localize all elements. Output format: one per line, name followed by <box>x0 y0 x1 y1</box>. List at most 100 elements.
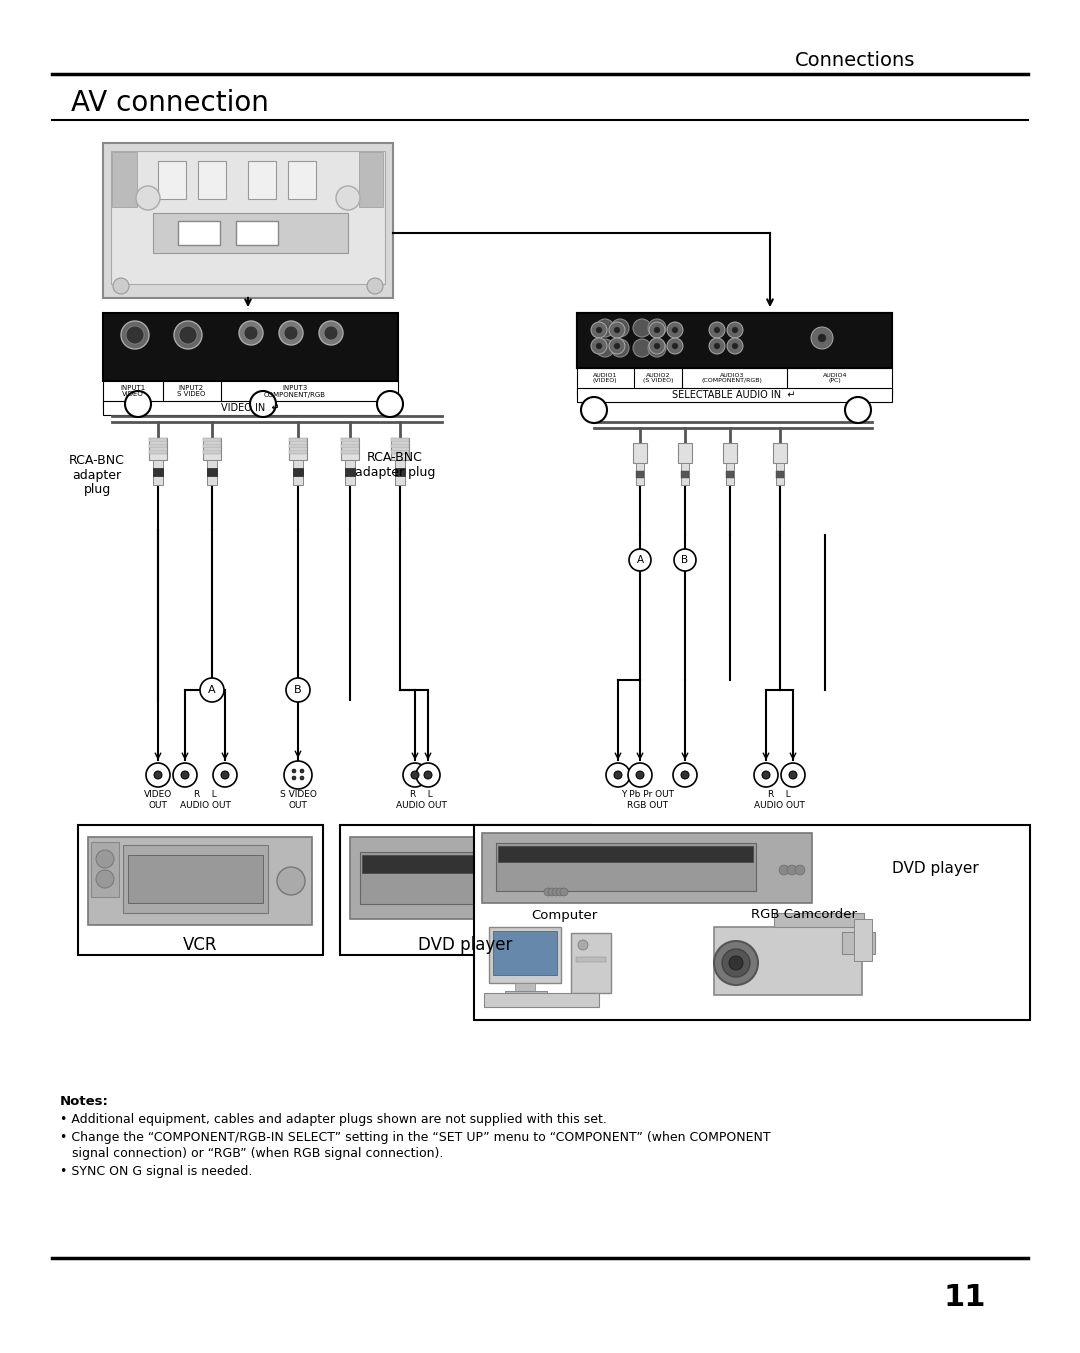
Circle shape <box>596 327 602 333</box>
Circle shape <box>548 888 556 896</box>
Text: DVD player: DVD player <box>892 861 978 875</box>
Circle shape <box>173 763 197 787</box>
Circle shape <box>200 678 224 702</box>
Text: AUDIO2
(S VIDEO): AUDIO2 (S VIDEO) <box>643 372 673 383</box>
Text: AUDIO4
(PC): AUDIO4 (PC) <box>823 372 847 383</box>
Bar <box>636 471 644 478</box>
Bar <box>681 471 689 478</box>
Bar <box>496 843 756 892</box>
Bar <box>576 957 606 962</box>
Circle shape <box>754 763 778 787</box>
Circle shape <box>789 771 797 779</box>
Bar <box>577 313 892 368</box>
Bar <box>571 934 611 993</box>
Bar <box>341 438 359 442</box>
Bar <box>289 444 307 448</box>
Circle shape <box>596 340 615 357</box>
Bar <box>362 855 532 873</box>
Circle shape <box>154 771 162 779</box>
Circle shape <box>136 185 160 210</box>
Bar <box>103 143 393 298</box>
Circle shape <box>239 321 264 345</box>
Circle shape <box>552 888 561 896</box>
Circle shape <box>818 334 826 342</box>
Bar <box>103 400 399 415</box>
Bar <box>203 451 221 455</box>
Bar <box>577 368 892 396</box>
Circle shape <box>424 771 432 779</box>
Text: Connections: Connections <box>795 50 915 69</box>
Bar <box>103 313 399 382</box>
Circle shape <box>292 777 296 779</box>
Bar <box>91 842 119 897</box>
Circle shape <box>674 549 696 571</box>
Circle shape <box>125 391 151 417</box>
Text: Y Pb Pr OUT
RGB OUT: Y Pb Pr OUT RGB OUT <box>621 790 675 809</box>
Circle shape <box>649 338 665 354</box>
Bar <box>203 444 221 448</box>
Circle shape <box>300 777 303 779</box>
Circle shape <box>181 771 189 779</box>
Circle shape <box>673 763 697 787</box>
Circle shape <box>578 940 588 950</box>
Text: RCA-BNC
adapter
plug: RCA-BNC adapter plug <box>69 453 125 497</box>
Text: VCR: VCR <box>183 936 217 954</box>
Text: B: B <box>681 555 689 566</box>
Circle shape <box>787 865 797 875</box>
Bar <box>391 451 409 455</box>
Circle shape <box>300 769 303 773</box>
Text: A: A <box>208 685 216 695</box>
Circle shape <box>319 321 343 345</box>
Bar <box>345 468 355 476</box>
Bar <box>103 382 399 409</box>
Bar <box>678 442 692 463</box>
Bar <box>395 468 405 476</box>
Text: R    L
AUDIO OUT: R L AUDIO OUT <box>179 790 230 809</box>
Circle shape <box>276 867 305 894</box>
Circle shape <box>121 321 149 349</box>
Circle shape <box>723 948 750 977</box>
Circle shape <box>279 321 303 345</box>
Bar <box>395 460 405 484</box>
Circle shape <box>179 326 197 344</box>
Circle shape <box>727 338 743 354</box>
Bar <box>777 471 784 478</box>
Bar <box>207 460 217 484</box>
Bar <box>774 913 864 927</box>
Circle shape <box>648 319 666 337</box>
Bar <box>773 442 787 463</box>
Circle shape <box>596 344 602 349</box>
Bar <box>515 984 535 993</box>
Text: VIDEO
OUT: VIDEO OUT <box>144 790 172 809</box>
Circle shape <box>596 319 615 337</box>
Bar <box>203 438 221 442</box>
Circle shape <box>284 760 312 789</box>
Text: INPUT1
VIDEO: INPUT1 VIDEO <box>120 384 146 398</box>
Circle shape <box>627 763 652 787</box>
Text: AV connection: AV connection <box>71 89 269 116</box>
Circle shape <box>336 185 360 210</box>
Circle shape <box>672 327 678 333</box>
Bar <box>289 438 307 442</box>
Bar <box>248 161 276 199</box>
Circle shape <box>633 319 651 337</box>
Circle shape <box>781 763 805 787</box>
Bar <box>341 451 359 455</box>
Text: DVD player: DVD player <box>418 936 512 954</box>
Bar <box>498 846 753 862</box>
Text: RGB Camcorder: RGB Camcorder <box>751 908 858 921</box>
Circle shape <box>667 338 683 354</box>
Text: AUDIO1
(VIDEO): AUDIO1 (VIDEO) <box>593 372 618 383</box>
Circle shape <box>714 327 720 333</box>
Bar <box>474 825 1030 1020</box>
Text: R    L
AUDIO OUT: R L AUDIO OUT <box>754 790 805 809</box>
Bar <box>726 463 734 484</box>
Bar <box>123 846 268 913</box>
Circle shape <box>174 321 202 349</box>
Bar <box>577 388 892 402</box>
Bar <box>340 825 590 955</box>
Bar <box>198 161 226 199</box>
Circle shape <box>581 396 607 423</box>
Circle shape <box>411 771 419 779</box>
Circle shape <box>654 327 660 333</box>
